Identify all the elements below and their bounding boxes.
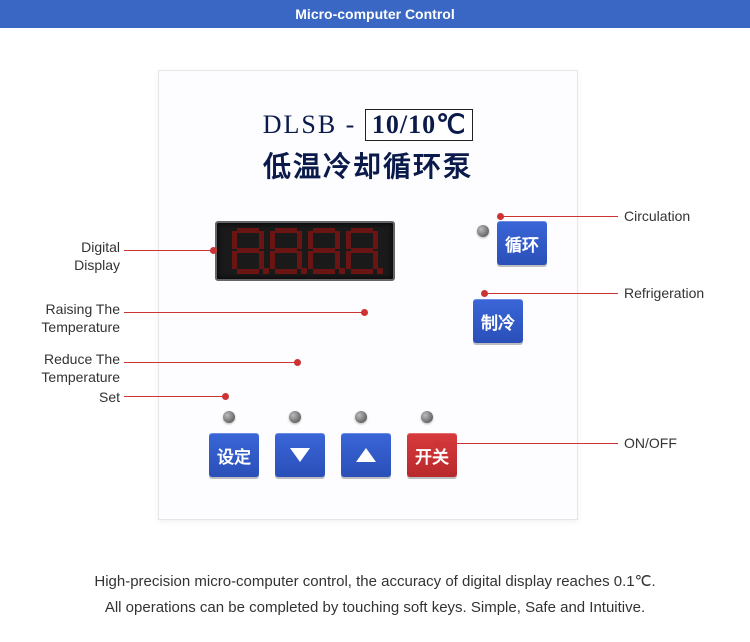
- header-bar: Micro-computer Control: [0, 0, 750, 28]
- model-prefix: DLSB -: [263, 110, 357, 139]
- screw-icon: [289, 411, 301, 423]
- model-line: DLSB - 10/10℃: [159, 109, 577, 141]
- screw-icon: [421, 411, 433, 423]
- callout-reduce-temp: Reduce TheTemperature: [10, 350, 120, 386]
- footer-line-2: All operations can be completed by touch…: [0, 595, 750, 621]
- footer-line-1: High-precision micro-computer control, t…: [0, 569, 750, 595]
- screw-icon: [477, 225, 489, 237]
- onoff-button[interactable]: 开关: [407, 433, 457, 477]
- digit-3: [308, 228, 340, 274]
- temp-up-button[interactable]: [341, 433, 391, 477]
- digit-4: [346, 228, 378, 274]
- leader-line: [436, 443, 618, 444]
- callout-onoff: ON/OFF: [624, 434, 677, 452]
- temp-down-button[interactable]: [275, 433, 325, 477]
- set-button[interactable]: 设定: [209, 433, 259, 477]
- footer-text: High-precision micro-computer control, t…: [0, 569, 750, 620]
- callout-raise-temp: Raising TheTemperature: [10, 300, 120, 336]
- circulation-button[interactable]: 循环: [497, 221, 547, 265]
- leader-line: [500, 216, 618, 217]
- callout-set: Set: [60, 388, 120, 406]
- callout-digital-display: DigitalDisplay: [28, 238, 120, 274]
- screw-icon: [223, 411, 235, 423]
- model-value: 10/10℃: [365, 109, 473, 141]
- screw-icon: [355, 411, 367, 423]
- callout-circulation: Circulation: [624, 207, 690, 225]
- leader-line: [124, 250, 214, 251]
- leader-line: [124, 362, 298, 363]
- chevron-down-icon: [290, 448, 310, 462]
- leader-line: [124, 396, 226, 397]
- chevron-up-icon: [356, 448, 376, 462]
- leader-line: [484, 293, 618, 294]
- digit-1: [232, 228, 264, 274]
- callout-refrigeration: Refrigeration: [624, 284, 704, 302]
- digital-display: [215, 221, 395, 281]
- chinese-title: 低温冷却循环泵: [159, 145, 577, 185]
- leader-line: [124, 312, 365, 313]
- digit-2: [270, 228, 302, 274]
- control-panel: DLSB - 10/10℃ 低温冷却循环泵 循环: [158, 70, 578, 520]
- refrigeration-button[interactable]: 制冷: [473, 299, 523, 343]
